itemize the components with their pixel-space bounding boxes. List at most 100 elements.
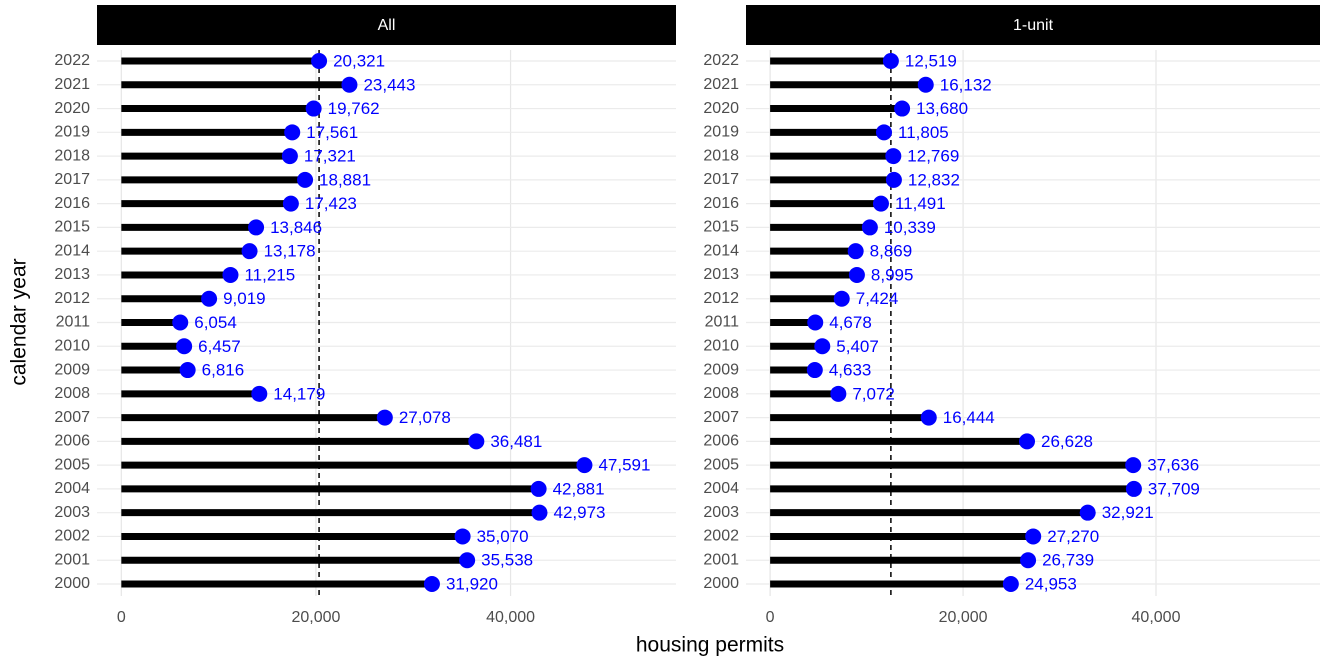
y-tick-label: 2020	[54, 100, 90, 117]
strip	[746, 5, 1320, 45]
dot	[282, 195, 299, 212]
data-label: 17,321	[304, 147, 356, 166]
data-label: 26,628	[1041, 432, 1093, 451]
data-label: 37,636	[1147, 456, 1199, 475]
dot	[468, 433, 485, 450]
data-label: 19,762	[328, 99, 380, 118]
data-label: 7,072	[852, 384, 895, 403]
data-label: 13,178	[264, 242, 316, 261]
dot	[376, 409, 393, 426]
y-tick-label: 2012	[54, 290, 90, 307]
y-tick-label: 2020	[703, 100, 739, 117]
data-label: 11,805	[898, 123, 949, 142]
data-label: 8,869	[870, 242, 913, 261]
dot	[894, 100, 911, 117]
data-label: 9,019	[223, 289, 266, 308]
dot	[248, 219, 265, 236]
y-tick-label: 2019	[703, 124, 739, 141]
dot	[814, 338, 831, 355]
data-label: 35,538	[481, 551, 533, 570]
y-tick-label: 2004	[54, 480, 90, 497]
x-tick-label: 0	[766, 609, 775, 626]
data-label: 32,921	[1102, 503, 1154, 522]
y-tick-label: 2010	[703, 337, 739, 354]
data-label: 20,321	[333, 51, 385, 70]
y-tick-label: 2014	[54, 242, 90, 259]
dot	[872, 195, 889, 212]
y-tick-label: 2009	[54, 361, 90, 378]
y-tick-label: 2007	[703, 409, 739, 426]
data-label: 12,769	[907, 147, 959, 166]
dot	[885, 148, 902, 165]
dot	[882, 53, 899, 69]
y-tick-label: 2000	[54, 575, 90, 592]
data-label: 16,444	[943, 408, 995, 427]
data-label: 6,054	[194, 313, 237, 332]
data-label: 11,215	[244, 265, 295, 284]
data-label: 42,973	[554, 503, 606, 522]
dot	[241, 243, 258, 260]
dot	[861, 219, 878, 236]
x-axis-title: housing permits	[636, 634, 784, 657]
dot	[284, 124, 301, 141]
y-tick-label: 2005	[703, 456, 739, 473]
y-tick-label: 2007	[54, 409, 90, 426]
data-label: 26,739	[1042, 551, 1094, 570]
y-tick-label: 2014	[703, 242, 739, 259]
dot	[530, 480, 547, 497]
y-tick-label: 2018	[54, 147, 90, 164]
data-label: 35,070	[477, 527, 529, 546]
data-label: 23,443	[363, 75, 415, 94]
dot	[179, 362, 196, 379]
data-label: 27,270	[1047, 527, 1099, 546]
dot	[876, 124, 893, 141]
y-tick-label: 2017	[703, 171, 739, 188]
dot	[222, 266, 239, 283]
dot	[172, 314, 189, 331]
dot	[1125, 457, 1142, 474]
x-tick-label: 0	[117, 609, 126, 626]
y-tick-label: 2005	[54, 456, 90, 473]
data-label: 24,953	[1025, 574, 1077, 593]
y-tick-label: 2003	[703, 504, 739, 521]
y-tick-label: 2011	[705, 314, 740, 331]
dot	[531, 504, 548, 521]
data-label: 18,881	[319, 170, 371, 189]
dot	[201, 290, 218, 307]
dot	[576, 457, 593, 474]
dot	[297, 171, 314, 188]
data-label: 12,519	[905, 51, 957, 70]
data-label: 12,832	[908, 170, 960, 189]
data-label: 31,920	[446, 574, 498, 593]
y-tick-label: 2015	[54, 219, 90, 236]
data-label: 8,995	[871, 265, 914, 284]
y-tick-label: 2015	[703, 219, 739, 236]
dot	[847, 243, 864, 260]
y-tick-label: 2021	[703, 76, 739, 93]
y-tick-label: 2010	[54, 337, 90, 354]
x-tick-label: 20,000	[291, 609, 340, 626]
y-axis-title: calendar year	[8, 258, 31, 385]
y-tick-label: 2006	[54, 433, 90, 450]
y-tick-label: 2001	[54, 551, 90, 568]
dot	[281, 148, 298, 165]
y-tick-label: 2002	[54, 528, 90, 545]
data-label: 17,423	[305, 194, 357, 213]
y-tick-label: 2013	[54, 266, 90, 283]
data-label: 6,457	[198, 337, 241, 356]
dot	[423, 576, 440, 592]
dot	[1020, 552, 1037, 569]
y-tick-label: 2013	[703, 266, 739, 283]
dot	[251, 385, 268, 402]
x-tick-label: 20,000	[939, 609, 988, 626]
dot	[176, 338, 193, 355]
dot	[806, 362, 823, 379]
data-label: 7,424	[856, 289, 899, 308]
y-tick-label: 2008	[703, 385, 739, 402]
data-label: 16,132	[940, 75, 992, 94]
y-tick-label: 2011	[56, 314, 91, 331]
y-tick-label: 2018	[703, 147, 739, 164]
data-label: 27,078	[399, 408, 451, 427]
y-tick-label: 2004	[703, 480, 739, 497]
data-label: 6,816	[202, 361, 245, 380]
